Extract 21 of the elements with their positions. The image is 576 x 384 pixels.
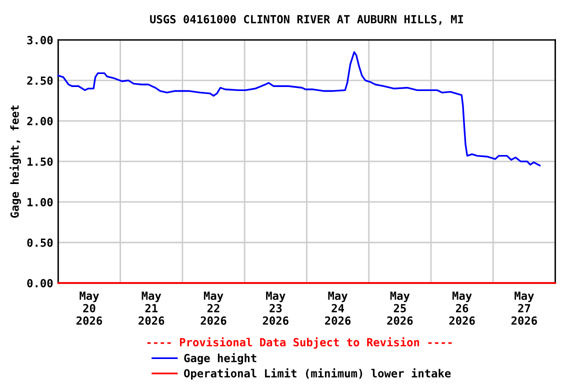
y-axis-title: Gage height, feet (10, 105, 21, 218)
y-tick-label: 1.00 (28, 198, 53, 206)
text: ---- Provisional Data Subject to Revision ---- (147, 337, 452, 349)
line-series (57, 51, 541, 166)
y-tick-label: 0.50 (27, 238, 53, 247)
x-tick-label: May 20 2026 (76, 292, 102, 325)
y-tick-label: 2.00 (27, 116, 53, 126)
legend-label: Gage height (184, 353, 256, 364)
x-tick-label: May 26 2026 (449, 292, 475, 325)
x-tick-label: May 22 2026 (200, 292, 226, 325)
x-tick-label: May 25 2026 (387, 292, 413, 325)
y-tick-label: 3.00 (27, 36, 53, 44)
x-tick-label: May 21 2026 (138, 292, 164, 325)
legend-label: Operational Limit (minimum) lower intake (184, 368, 451, 380)
y-tick-label: 1.50 (28, 157, 53, 166)
y-tick-label: 0.00 (27, 278, 53, 288)
x-tick-label: May 27 2026 (511, 292, 537, 325)
x-tick-label: May 23 2026 (262, 292, 288, 325)
chart-title: USGS 04161000 CLINTON RIVER AT AUBURN HILLS, MI (150, 15, 463, 25)
y-tick-label: 2.50 (27, 76, 53, 85)
x-tick-label: May 24 2026 (325, 292, 351, 325)
